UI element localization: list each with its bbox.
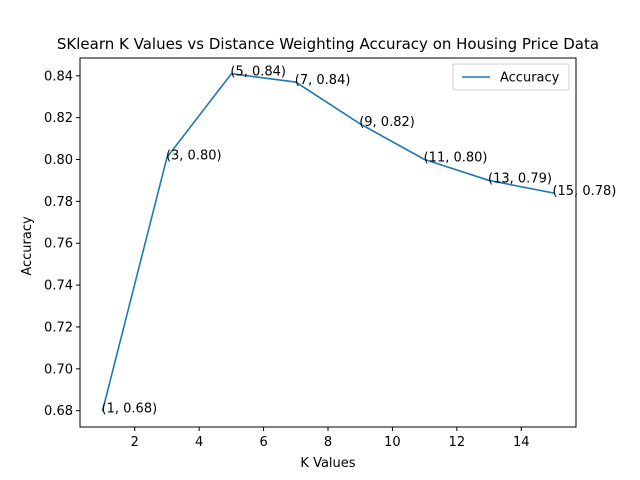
data-point	[101, 409, 104, 412]
y-tick-label: 0.78	[44, 195, 73, 210]
data-label: (13, 0.79)	[488, 171, 552, 186]
y-tick-label: 0.76	[44, 237, 73, 252]
y-tick-label: 0.80	[44, 153, 73, 168]
y-tick-label: 0.82	[44, 111, 73, 126]
data-point	[230, 72, 233, 75]
data-point	[166, 156, 168, 159]
x-tick-label: 14	[513, 435, 530, 450]
legend-box	[452, 63, 570, 91]
data-point	[488, 179, 490, 182]
data-label: (7, 0.84)	[295, 73, 351, 88]
data-point	[359, 123, 362, 125]
plot-area: (1, 0.68) (3, 0.80) (5, 0.84) (7, 0.84) (9, …	[102, 65, 617, 417]
chart-title: SKlearn K Values vs Distance Weighting A…	[57, 35, 599, 53]
axes: 2 4 6 8 10 12 14 0.68 0.70 0.72 0.74 0.76 0.78 0.80 0.…	[44, 57, 577, 450]
legend: Accuracy	[452, 63, 570, 91]
legend-label-accuracy: Accuracy	[500, 71, 560, 86]
y-tick-label: 0.72	[44, 320, 73, 335]
data-point	[552, 192, 555, 194]
data-label: (11, 0.80)	[424, 151, 488, 166]
x-tick-label: 10	[384, 435, 401, 450]
data-point	[423, 158, 426, 161]
data-label: (3, 0.80)	[166, 148, 222, 163]
x-tick-label: 6	[259, 435, 267, 450]
y-axis-title: Accuracy	[20, 216, 35, 276]
x-axis-title: K Values	[300, 456, 355, 471]
data-point	[294, 81, 297, 83]
data-label: (15, 0.78)	[552, 184, 616, 199]
y-tick-label: 0.70	[44, 362, 73, 377]
data-label: (5, 0.84)	[230, 65, 286, 80]
y-tick-label: 0.68	[44, 404, 73, 419]
x-tick-label: 8	[324, 435, 332, 450]
data-label: (1, 0.68)	[102, 402, 158, 417]
x-tick-label: 4	[195, 435, 203, 450]
y-tick-label: 0.74	[44, 279, 73, 294]
x-tick-label: 12	[449, 435, 466, 450]
y-tick-label: 0.84	[44, 69, 73, 84]
x-tick-label: 2	[131, 435, 139, 450]
data-label: (9, 0.82)	[359, 115, 415, 130]
series-line-accuracy	[101, 72, 554, 411]
